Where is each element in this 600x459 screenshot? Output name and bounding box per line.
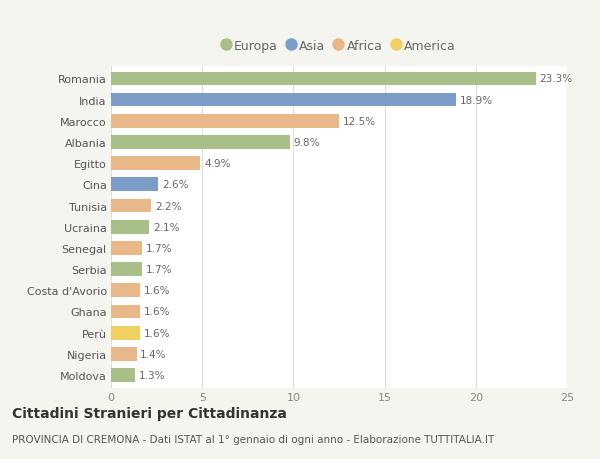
Text: 2.6%: 2.6% — [162, 180, 188, 190]
Text: 1.6%: 1.6% — [144, 307, 170, 317]
Text: 1.4%: 1.4% — [140, 349, 167, 359]
Text: 1.6%: 1.6% — [144, 328, 170, 338]
Text: 18.9%: 18.9% — [460, 95, 493, 106]
Bar — [111, 347, 137, 361]
Bar — [111, 241, 142, 255]
Bar — [111, 326, 140, 340]
Bar — [111, 305, 140, 319]
Text: 1.7%: 1.7% — [146, 243, 172, 253]
Text: PROVINCIA DI CREMONA - Dati ISTAT al 1° gennaio di ogni anno - Elaborazione TUTT: PROVINCIA DI CREMONA - Dati ISTAT al 1° … — [12, 434, 494, 444]
Text: 2.2%: 2.2% — [155, 201, 181, 211]
Text: 1.3%: 1.3% — [139, 370, 165, 380]
Bar — [111, 94, 456, 107]
Bar — [111, 220, 149, 234]
Text: 1.7%: 1.7% — [146, 264, 172, 274]
Text: 12.5%: 12.5% — [343, 117, 376, 127]
Bar — [111, 178, 158, 192]
Text: 1.6%: 1.6% — [144, 285, 170, 296]
Legend: Europa, Asia, Africa, America: Europa, Asia, Africa, America — [220, 38, 458, 56]
Text: Cittadini Stranieri per Cittadinanza: Cittadini Stranieri per Cittadinanza — [12, 406, 287, 420]
Bar — [111, 263, 142, 276]
Text: 23.3%: 23.3% — [539, 74, 573, 84]
Bar — [111, 136, 290, 150]
Text: 2.1%: 2.1% — [153, 222, 179, 232]
Text: 9.8%: 9.8% — [293, 138, 320, 148]
Bar — [111, 115, 339, 129]
Bar — [111, 199, 151, 213]
Bar — [111, 73, 536, 86]
Bar — [111, 284, 140, 297]
Bar — [111, 368, 135, 382]
Text: 4.9%: 4.9% — [204, 159, 230, 169]
Bar — [111, 157, 200, 171]
